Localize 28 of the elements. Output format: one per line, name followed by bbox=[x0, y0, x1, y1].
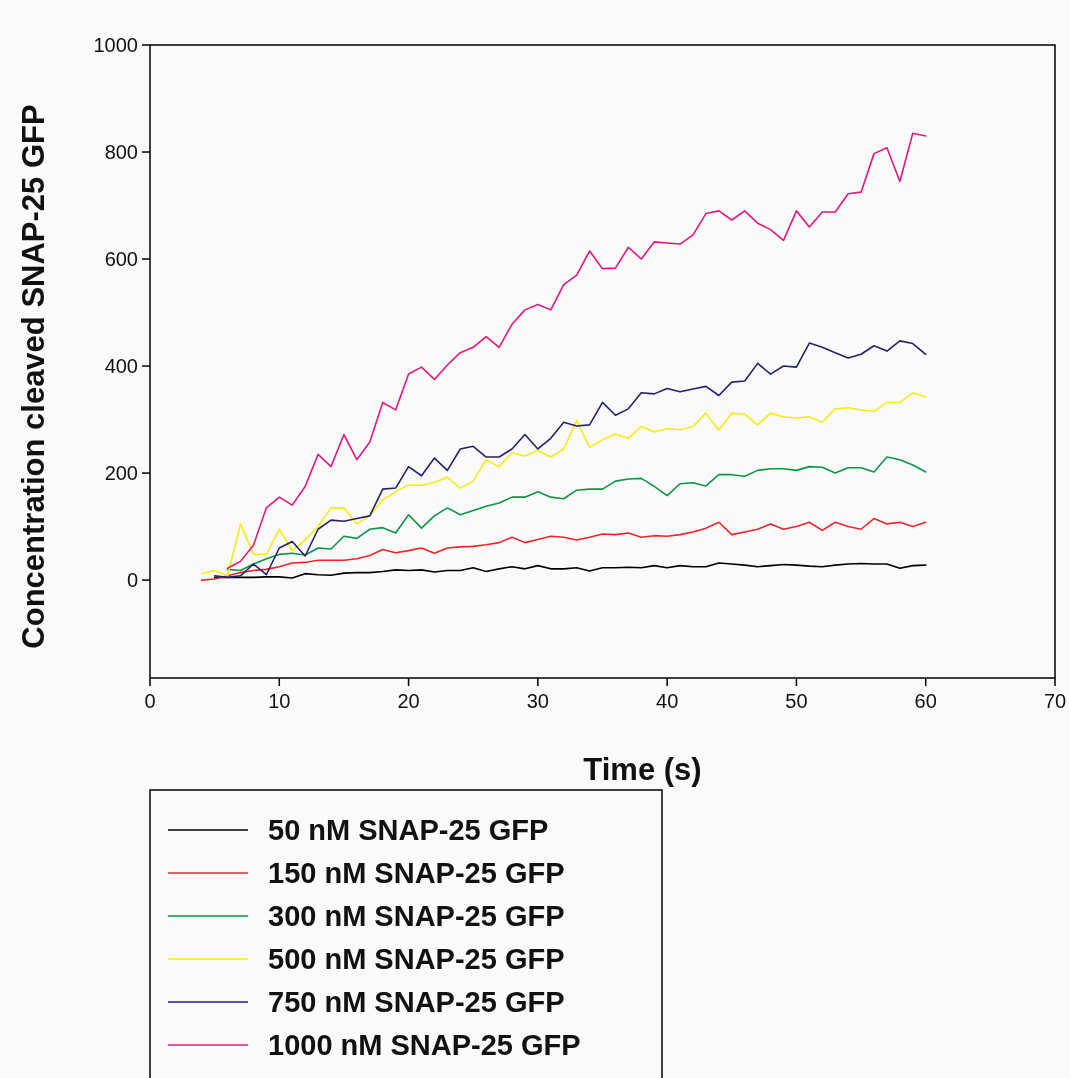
line-series bbox=[226, 132, 927, 570]
legend-label: 50 nM SNAP-25 GFP bbox=[268, 814, 549, 846]
line-series bbox=[200, 517, 927, 581]
legend-label: 150 nM SNAP-25 GFP bbox=[268, 857, 565, 889]
y-tick-label: 200 bbox=[104, 462, 138, 485]
line-series bbox=[213, 340, 927, 579]
y-tick-label: 400 bbox=[104, 355, 138, 378]
x-tick-label: 30 bbox=[526, 690, 549, 712]
legend-label: 500 nM SNAP-25 GFP bbox=[268, 943, 565, 975]
x-tick-label: 20 bbox=[397, 690, 420, 712]
legend-label: 750 nM SNAP-25 GFP bbox=[268, 986, 565, 1018]
legend-label: 1000 nM SNAP-25 GFP bbox=[268, 1029, 581, 1061]
x-tick-label: 50 bbox=[785, 690, 808, 712]
x-tick-label: 70 bbox=[1043, 690, 1067, 712]
x-tick-label: 60 bbox=[914, 690, 937, 712]
legend-label: 300 nM SNAP-25 GFP bbox=[268, 900, 565, 932]
x-tick-label: 40 bbox=[656, 690, 679, 712]
y-tick-label: 0 bbox=[126, 569, 138, 592]
x-tick-label: 0 bbox=[144, 690, 156, 712]
line-series bbox=[226, 456, 927, 572]
y-tick-label: 800 bbox=[104, 141, 138, 164]
line-series bbox=[213, 562, 927, 579]
line-series bbox=[200, 392, 927, 577]
y-tick-label: 600 bbox=[104, 248, 138, 271]
x-tick-label: 10 bbox=[268, 690, 291, 712]
x-axis-title: Time (s) bbox=[583, 752, 702, 787]
y-axis-title: Concentration cleaved SNAP-25 GFP bbox=[16, 104, 51, 649]
y-tick-label: 1000 bbox=[93, 34, 138, 56]
